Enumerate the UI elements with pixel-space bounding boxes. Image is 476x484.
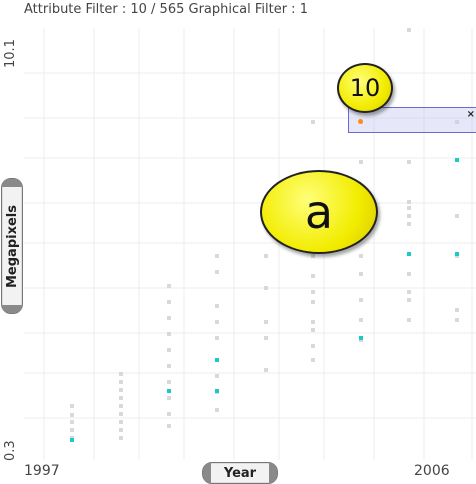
background-point [359, 272, 363, 276]
background-point [167, 332, 171, 336]
annotation-bubble-a: a [260, 170, 378, 254]
count-bubble-label: 10 [349, 74, 381, 102]
x-axis-min-tick: 1997 [24, 463, 60, 479]
x-axis-max-tick: 2006 [414, 463, 450, 479]
background-point [167, 348, 171, 352]
scatter-plot-canvas[interactable] [24, 28, 476, 460]
background-point [264, 286, 268, 290]
background-point [311, 300, 315, 304]
background-point [167, 412, 171, 416]
background-point [215, 254, 219, 258]
filtered-point [359, 336, 363, 340]
background-point [359, 298, 363, 302]
background-point [455, 308, 459, 312]
background-point [70, 420, 74, 424]
filtered-point [215, 358, 219, 362]
background-point [70, 428, 74, 432]
background-point [215, 374, 219, 378]
background-point [264, 336, 268, 340]
filtered-point [167, 389, 171, 393]
background-point [167, 300, 171, 304]
background-point [119, 436, 123, 440]
background-point [407, 318, 411, 322]
background-point [407, 200, 411, 204]
scatter-plot[interactable] [24, 28, 476, 460]
background-point [311, 344, 315, 348]
background-point [119, 372, 123, 376]
background-point [167, 284, 171, 288]
filtered-point [407, 252, 411, 256]
background-point [167, 424, 171, 428]
background-point [311, 320, 315, 324]
background-point [311, 120, 315, 124]
background-point [215, 304, 219, 308]
y-axis-handle[interactable]: Megapixels [1, 178, 23, 314]
annotation-bubble-label: a [304, 185, 334, 239]
background-point [359, 318, 363, 322]
background-point [119, 404, 123, 408]
background-point [407, 160, 411, 164]
y-axis-handle-top-cap[interactable] [2, 179, 22, 187]
background-point [407, 214, 411, 218]
background-point [455, 120, 459, 124]
background-point [215, 320, 219, 324]
y-axis-min-tick: 0.3 [3, 440, 18, 461]
background-point [70, 413, 74, 417]
background-point [119, 396, 123, 400]
y-axis-handle-bottom-cap[interactable] [2, 305, 22, 313]
background-point [311, 254, 315, 258]
filtered-point [455, 252, 459, 256]
background-point [119, 380, 123, 384]
background-point [264, 320, 268, 324]
background-point [119, 412, 123, 416]
background-point [167, 396, 171, 400]
filter-status-text: Attribute Filter : 10 / 565 Graphical Fi… [24, 2, 308, 17]
close-selection-icon[interactable]: × [466, 109, 475, 120]
background-point [167, 316, 171, 320]
background-point [119, 388, 123, 392]
filtered-point [70, 438, 74, 442]
background-point [167, 364, 171, 368]
background-point [455, 214, 459, 218]
x-axis-label: Year [223, 465, 257, 481]
background-point [119, 428, 123, 432]
x-axis-handle[interactable]: Year [202, 462, 278, 484]
selected-point[interactable] [358, 119, 363, 124]
background-point [264, 254, 268, 258]
count-bubble: 10 [337, 63, 393, 113]
y-axis-max-tick: 10.1 [3, 39, 18, 68]
background-point [311, 328, 315, 332]
filtered-point [215, 389, 219, 393]
background-point [215, 408, 219, 412]
background-point [264, 368, 268, 372]
background-point [359, 254, 363, 258]
background-point [215, 336, 219, 340]
background-point [215, 270, 219, 274]
gridlines [24, 28, 476, 460]
y-axis-label: Megapixels [4, 204, 20, 288]
background-point [455, 318, 459, 322]
background-point [407, 222, 411, 226]
background-point [407, 272, 411, 276]
background-point [359, 160, 363, 164]
background-point [311, 274, 315, 278]
background-point [311, 290, 315, 294]
background-point [119, 420, 123, 424]
background-point [70, 404, 74, 408]
x-axis-handle-right-cap[interactable] [269, 463, 277, 483]
background-point [407, 206, 411, 210]
background-point [167, 380, 171, 384]
data-points [70, 28, 459, 442]
background-point [311, 358, 315, 362]
background-point [407, 290, 411, 294]
background-point [407, 28, 411, 32]
background-point [407, 298, 411, 302]
filtered-point [455, 158, 459, 162]
x-axis-handle-left-cap[interactable] [203, 463, 211, 483]
